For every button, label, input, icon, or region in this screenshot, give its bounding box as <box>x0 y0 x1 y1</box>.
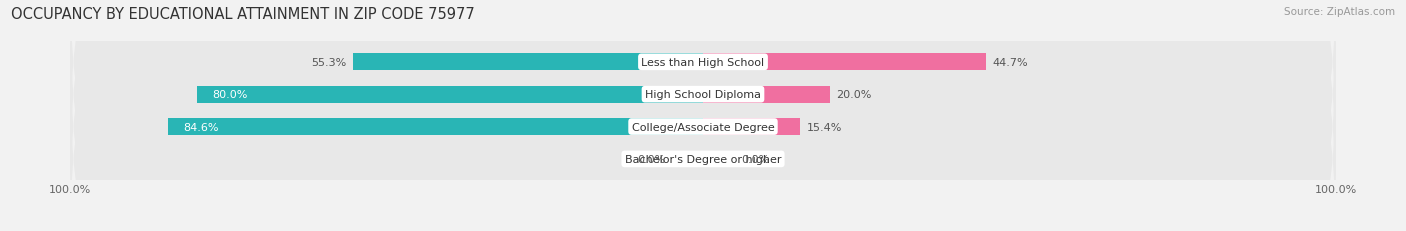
Text: 44.7%: 44.7% <box>993 58 1028 67</box>
FancyBboxPatch shape <box>70 0 1336 146</box>
Text: 84.6%: 84.6% <box>184 122 219 132</box>
Bar <box>675 151 703 168</box>
Text: 20.0%: 20.0% <box>835 90 872 100</box>
Text: Less than High School: Less than High School <box>641 58 765 67</box>
Text: Source: ZipAtlas.com: Source: ZipAtlas.com <box>1284 7 1395 17</box>
FancyBboxPatch shape <box>70 76 1336 231</box>
Text: College/Associate Degree: College/Associate Degree <box>631 122 775 132</box>
Text: OCCUPANCY BY EDUCATIONAL ATTAINMENT IN ZIP CODE 75977: OCCUPANCY BY EDUCATIONAL ATTAINMENT IN Z… <box>11 7 475 22</box>
FancyBboxPatch shape <box>70 11 1336 178</box>
Text: High School Diploma: High School Diploma <box>645 90 761 100</box>
FancyBboxPatch shape <box>70 43 1336 210</box>
Bar <box>353 54 703 71</box>
Bar <box>703 86 830 103</box>
Text: 80.0%: 80.0% <box>212 90 247 100</box>
Bar <box>197 86 703 103</box>
Text: Bachelor's Degree or higher: Bachelor's Degree or higher <box>624 154 782 164</box>
Bar <box>703 119 800 135</box>
Text: 55.3%: 55.3% <box>312 58 347 67</box>
Bar <box>703 151 731 168</box>
Text: 0.0%: 0.0% <box>637 154 665 164</box>
Text: 0.0%: 0.0% <box>741 154 769 164</box>
Bar <box>167 119 703 135</box>
Bar <box>703 54 986 71</box>
Text: 15.4%: 15.4% <box>807 122 842 132</box>
